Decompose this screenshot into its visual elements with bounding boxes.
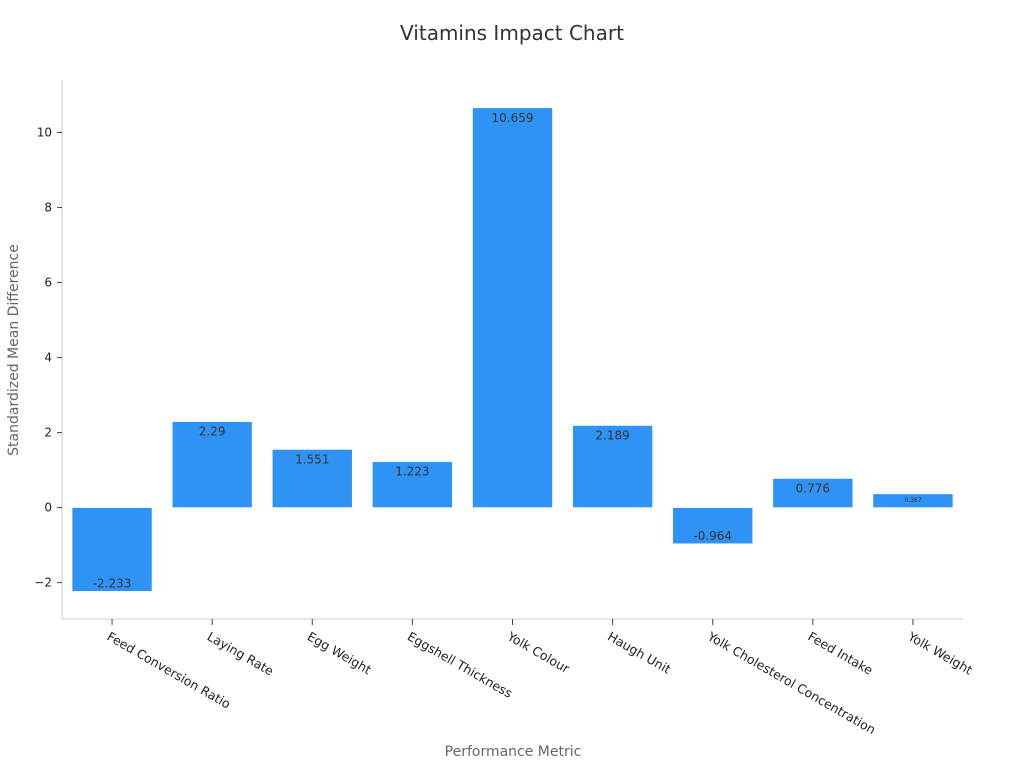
- bar[interactable]: [772, 478, 854, 508]
- data-label: 1.223: [395, 465, 429, 479]
- y-tick-label: 2: [44, 426, 52, 440]
- x-tick-label: Egg Weight: [305, 629, 374, 678]
- bar[interactable]: [672, 507, 754, 545]
- bar[interactable]: [271, 449, 353, 508]
- x-tick-label: Laying Rate: [205, 629, 277, 679]
- y-tick-label: 6: [44, 276, 52, 290]
- x-tick-label: Yolk Colour: [504, 628, 573, 676]
- x-tick-label: Eggshell Thickness: [405, 629, 515, 701]
- y-tick-label: 10: [37, 126, 52, 140]
- x-axis-label: Performance Metric: [445, 744, 582, 760]
- data-label: 1.551: [295, 452, 329, 466]
- y-tick-label: 4: [44, 351, 52, 365]
- bar[interactable]: [372, 461, 453, 508]
- y-tick-label: 0: [44, 501, 52, 515]
- x-tick-label: Haugh Unit: [605, 629, 673, 677]
- x-tick-label: Yolk Cholesterol Concentration: [704, 628, 878, 737]
- data-label: 2.189: [595, 428, 629, 442]
- bar[interactable]: [472, 107, 553, 508]
- bar[interactable]: [71, 507, 153, 592]
- data-label: 0.776: [796, 481, 830, 495]
- chart-title: Vitamins Impact Chart: [400, 21, 624, 45]
- y-axis-label: Standardized Mean Difference: [6, 244, 22, 456]
- bar[interactable]: [572, 425, 653, 508]
- data-label: 0.367: [904, 497, 921, 504]
- data-label: -2.233: [93, 576, 132, 590]
- bar[interactable]: [872, 493, 954, 508]
- data-label: 10.659: [492, 111, 534, 125]
- x-tick-label: Yolk Weight: [905, 628, 976, 677]
- data-label: -0.964: [693, 529, 732, 543]
- y-tick-label: −2: [34, 576, 52, 590]
- bar[interactable]: [171, 421, 253, 508]
- x-tick-label: Feed Intake: [805, 629, 876, 678]
- y-tick-label: 8: [44, 201, 52, 215]
- data-label: 2.29: [199, 425, 226, 439]
